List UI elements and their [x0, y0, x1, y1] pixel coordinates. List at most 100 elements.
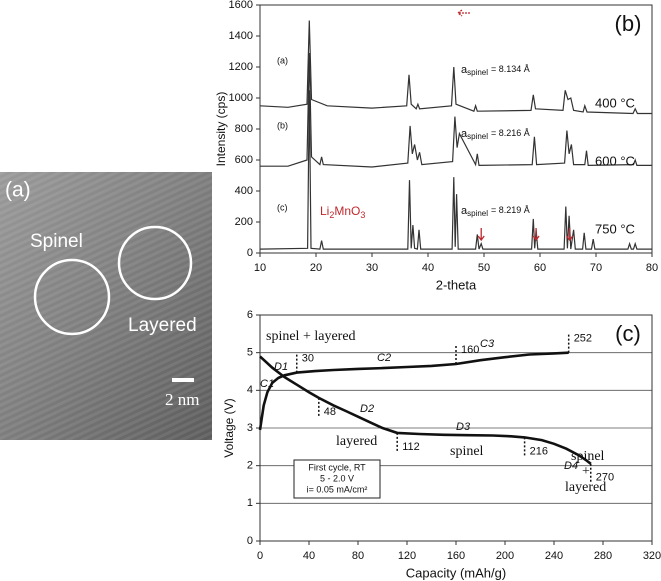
- y-tick-label: 400: [235, 185, 253, 197]
- lattice-subscript: spinel: [467, 132, 488, 141]
- annotation: D1: [274, 361, 288, 373]
- phase-arrow: [456, 9, 470, 17]
- lattice-value: = 8.219 Å: [491, 205, 530, 215]
- curve-label: (a): [277, 55, 288, 65]
- annotation: spinel: [571, 449, 605, 464]
- x-tick-label: 280: [594, 550, 612, 562]
- capacity-label: 252: [574, 333, 592, 345]
- y-tick-label: 4: [247, 384, 253, 396]
- phase-part: 2: [329, 210, 334, 220]
- annotation: C3: [480, 338, 495, 350]
- x-tick-label: 160: [447, 550, 465, 562]
- capacity-label: 216: [530, 445, 548, 457]
- y-axis-label: Intensity (cps): [214, 92, 228, 167]
- lattice-subscript: spinel: [467, 68, 488, 77]
- panel-label: (c): [615, 321, 641, 346]
- y-tick-label: 0: [247, 535, 253, 547]
- info-box: [293, 459, 381, 499]
- y-tick-label: 0: [247, 247, 253, 259]
- y-tick-label: 3: [247, 422, 253, 434]
- lattice-symbol: a: [461, 64, 468, 76]
- x-tick-label: 60: [534, 262, 546, 274]
- y-tick-label: 2: [247, 460, 253, 472]
- x-axis-label: Capacity (mAh/g): [406, 565, 506, 580]
- lattice-label: aspinel = 8.134 Å: [461, 64, 530, 77]
- y-axis-label: Voltage (V): [222, 398, 236, 457]
- x-tick-label: 40: [303, 550, 315, 562]
- phase-part: 3: [360, 210, 365, 220]
- y-tick-label: 1600: [229, 0, 253, 11]
- info-text: i= 0.05 mA/cm²: [307, 484, 368, 494]
- y-tick-label: 1000: [229, 92, 253, 104]
- x-tick-label: 120: [398, 550, 416, 562]
- phase-arrow: [477, 228, 485, 242]
- lattice-subscript: spinel: [467, 209, 488, 218]
- layered-circle: [117, 225, 193, 301]
- x-tick-label: 20: [310, 262, 322, 274]
- y-tick-label: 5: [247, 347, 253, 359]
- y-tick-label: 1: [247, 497, 253, 509]
- x-tick-label: 0: [257, 550, 263, 562]
- annotation: +: [582, 464, 590, 479]
- x-tick-label: 70: [590, 262, 602, 274]
- y-tick-label: 1400: [229, 30, 253, 42]
- y-tick-label: 800: [235, 123, 253, 135]
- x-tick-label: 200: [496, 550, 514, 562]
- data-line: [259, 20, 652, 115]
- lattice-value: = 8.134 Å: [491, 64, 530, 74]
- panel-label: (a): [5, 179, 31, 202]
- y-tick-label: 6: [247, 309, 253, 321]
- lattice-label: aspinel = 8.219 Å: [461, 205, 530, 218]
- capacity-label: 160: [461, 344, 479, 356]
- capacity-label: 112: [402, 441, 420, 453]
- x-tick-label: 80: [646, 262, 658, 274]
- panel-a: (a) Spinel Layered 2 nm: [0, 172, 212, 440]
- data-line: [260, 52, 652, 168]
- annotation: C1: [260, 378, 274, 390]
- annotation: spinel: [450, 444, 484, 459]
- capacity-label: 270: [596, 472, 614, 484]
- spinel-circle: [33, 258, 111, 336]
- annotation: D4: [564, 460, 578, 472]
- curve-label: (c): [277, 202, 288, 212]
- region-label: Layered: [128, 315, 197, 336]
- y-tick-label: 600: [235, 154, 253, 166]
- x-tick-label: 10: [254, 262, 266, 274]
- capacity-label: 30: [302, 353, 314, 365]
- legend-entry: 400 °C: [595, 95, 635, 110]
- legend-entry: 600 °C: [595, 153, 635, 168]
- annotation: spinel + layered: [266, 329, 356, 344]
- annotation: layered: [336, 434, 377, 449]
- info-text: 5 - 2.0 V: [320, 473, 354, 483]
- info-text: First cycle, RT: [308, 462, 366, 472]
- curve-label: (b): [277, 120, 288, 130]
- phase-part: MnO: [334, 204, 360, 218]
- y-tick-label: 200: [235, 216, 253, 228]
- x-axis-label: 2-theta: [436, 277, 477, 292]
- y-tick-label: 1200: [229, 61, 253, 73]
- data-line: [259, 90, 652, 250]
- x-tick-label: 320: [643, 550, 661, 562]
- panel-label: (b): [615, 11, 642, 36]
- x-tick-label: 240: [545, 550, 563, 562]
- phase-label: Li2MnO3: [320, 204, 365, 220]
- x-tick-label: 80: [352, 550, 364, 562]
- plot-frame: [259, 4, 653, 254]
- scale-label: 2 nm: [165, 390, 199, 409]
- phase-part: Li: [320, 204, 329, 218]
- data-line: [258, 351, 569, 431]
- annotation: C2: [377, 352, 391, 364]
- lattice-symbol: a: [461, 205, 468, 217]
- x-tick-label: 40: [422, 262, 434, 274]
- lattice-symbol: a: [461, 128, 468, 140]
- x-tick-label: 50: [478, 262, 490, 274]
- phase-arrow: [566, 228, 574, 242]
- lattice-value: = 8.216 Å: [491, 128, 530, 138]
- region-label: Spinel: [30, 231, 83, 252]
- capacity-label: 48: [324, 406, 336, 418]
- phase-arrow: [532, 228, 540, 242]
- annotation: D2: [360, 403, 374, 415]
- lattice-label: aspinel = 8.216 Å: [461, 128, 530, 141]
